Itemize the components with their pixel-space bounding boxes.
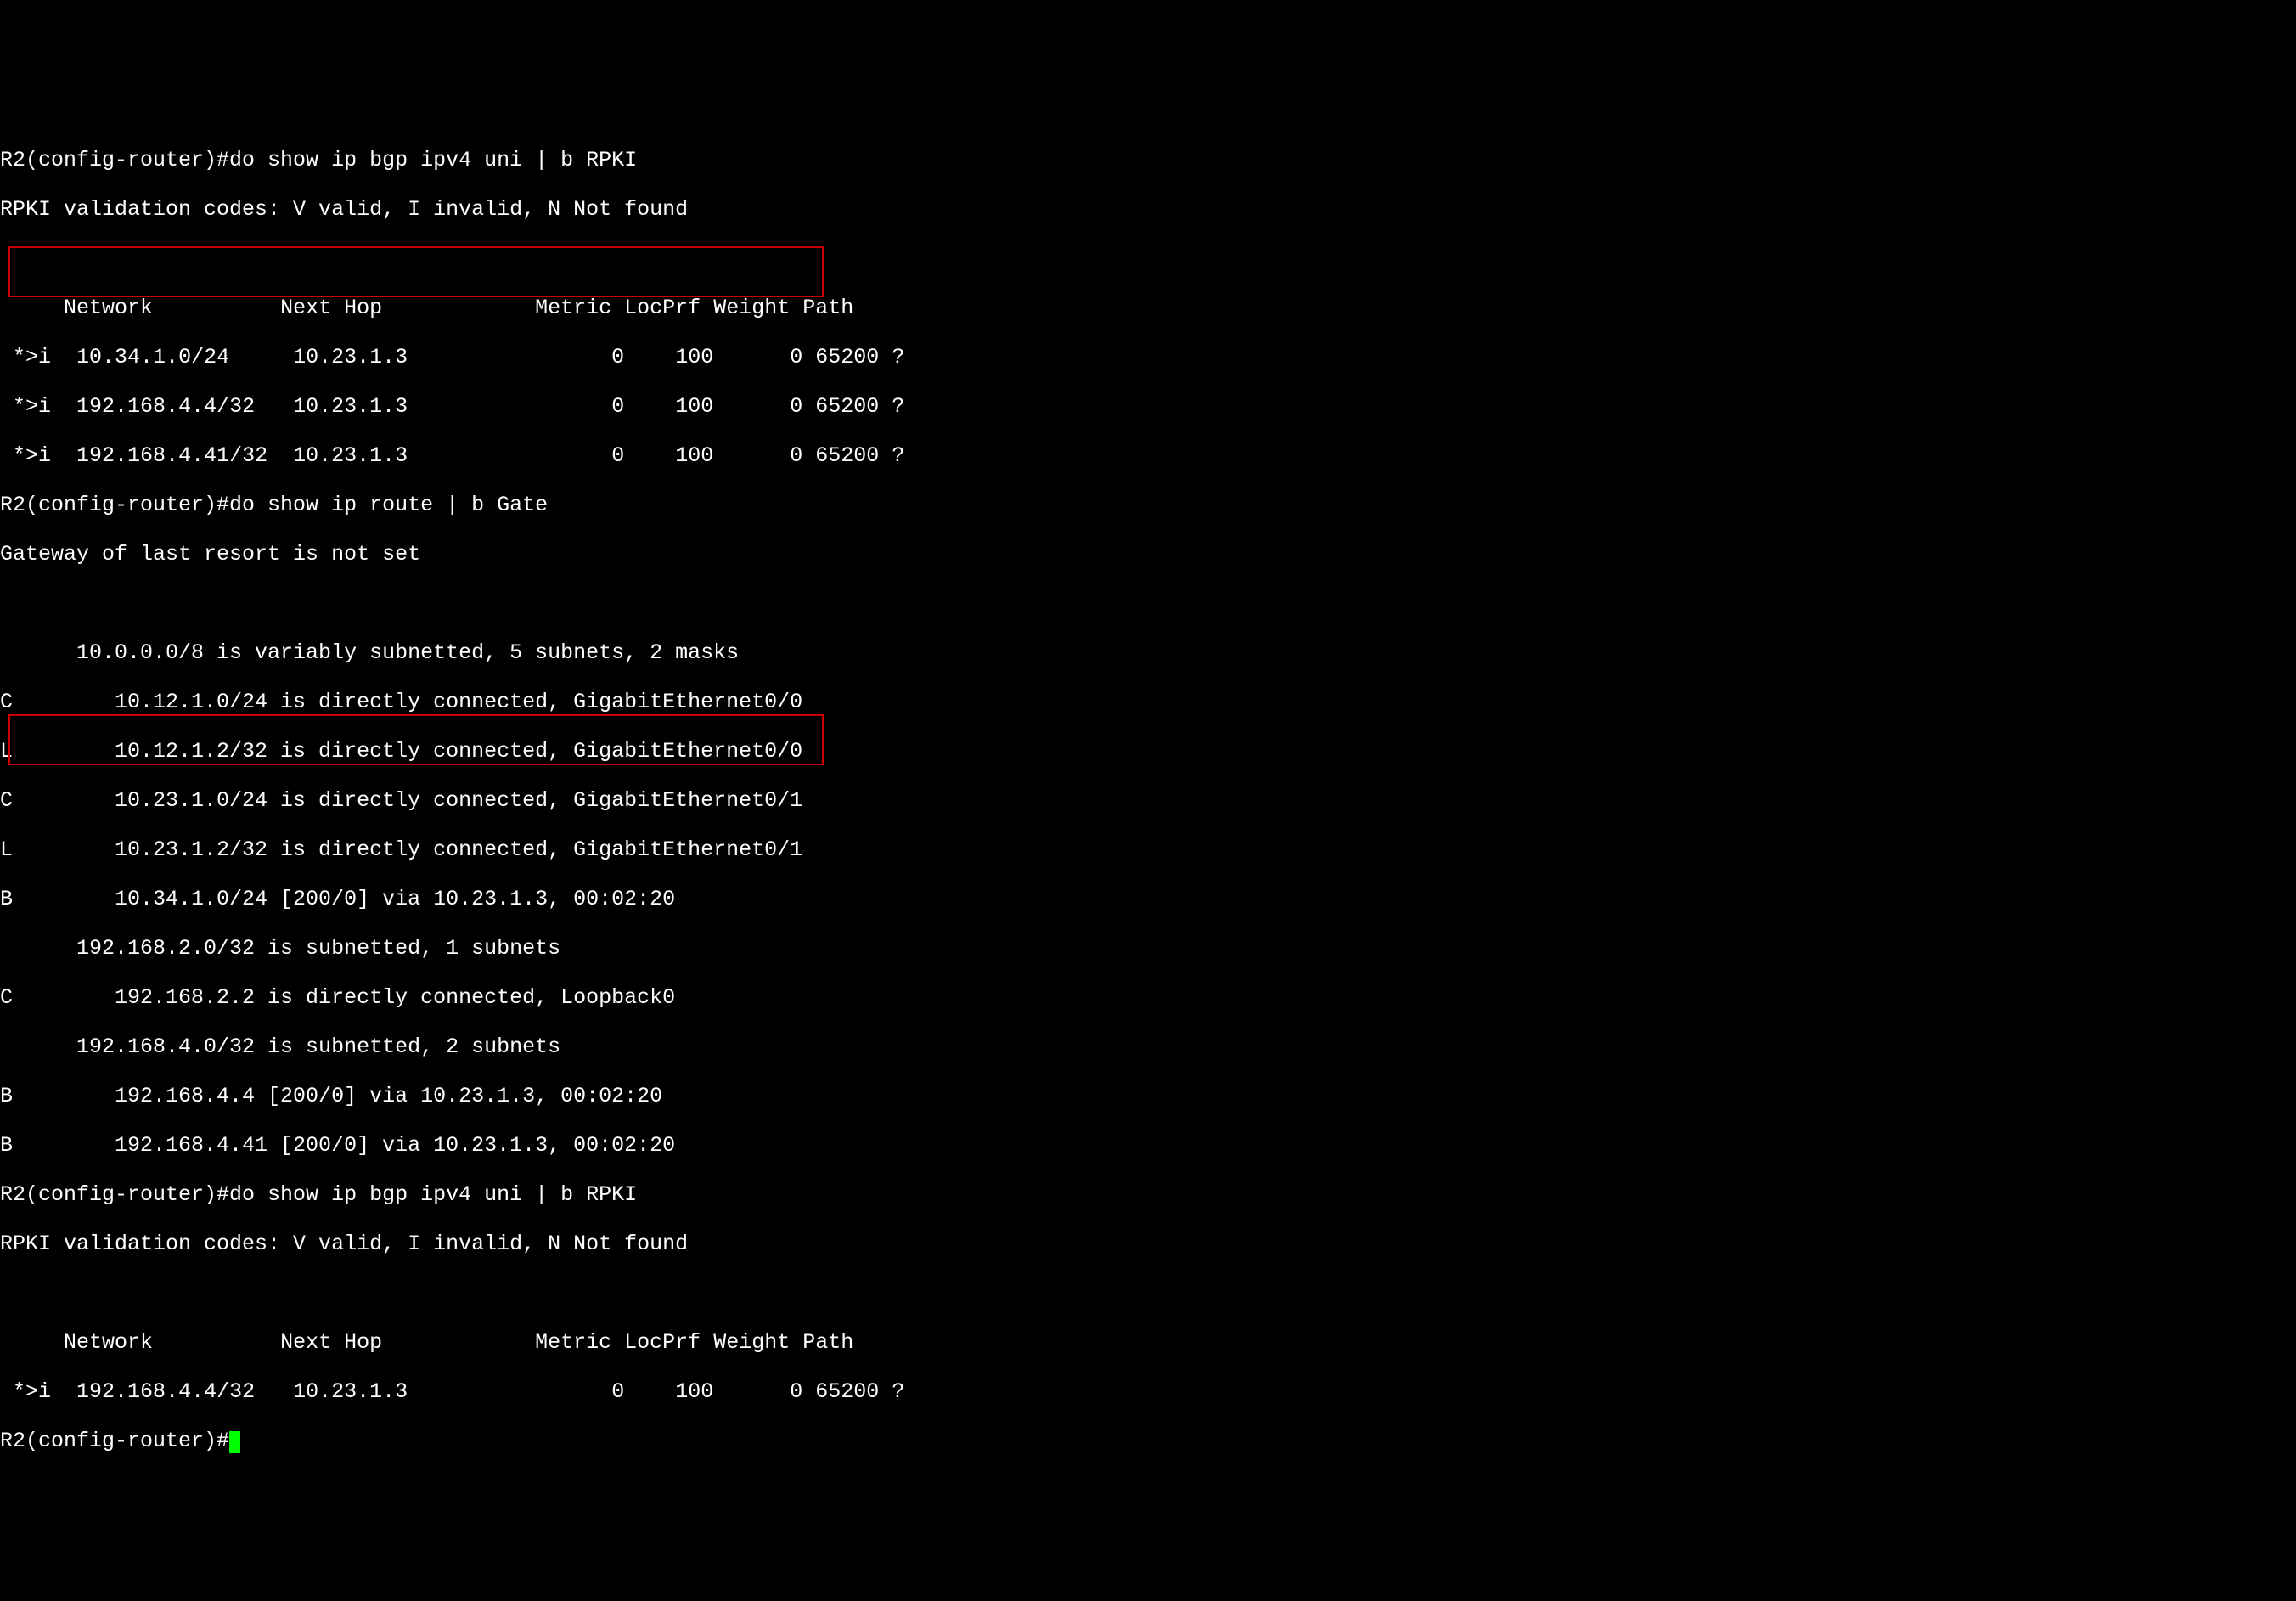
prompt: R2(config-router)# xyxy=(0,148,229,172)
route-line: L 10.12.1.2/32 is directly connected, Gi… xyxy=(0,739,2296,764)
bgp-row: *>i 192.168.4.4/32 10.23.1.3 0 100 0 652… xyxy=(0,394,2296,419)
blank-line xyxy=(0,591,2296,616)
route-line: 192.168.4.0/32 is subnetted, 2 subnets xyxy=(0,1034,2296,1059)
col-nexthop: Next Hop xyxy=(280,296,382,320)
gateway-line: Gateway of last resort is not set xyxy=(0,542,2296,567)
route-line: C 10.23.1.0/24 is directly connected, Gi… xyxy=(0,788,2296,813)
route-line: 10.0.0.0/8 is variably subnetted, 5 subn… xyxy=(0,640,2296,665)
bgp-row: *>i 192.168.4.41/32 10.23.1.3 0 100 0 65… xyxy=(0,443,2296,468)
col-path: Path xyxy=(802,1330,853,1355)
col-nexthop: Next Hop xyxy=(280,1330,382,1355)
col-network: Network xyxy=(64,1330,153,1355)
col-metric: Metric xyxy=(535,296,611,320)
command-text: do show ip route | b Gate xyxy=(229,493,548,517)
route-line: 192.168.2.0/32 is subnetted, 1 subnets xyxy=(0,936,2296,961)
route-line: B 192.168.4.4 [200/0] via 10.23.1.3, 00:… xyxy=(0,1084,2296,1108)
cmd-line-2: R2(config-router)#do show ip route | b G… xyxy=(0,493,2296,517)
terminal-output: R2(config-router)#do show ip bgp ipv4 un… xyxy=(0,123,2296,1478)
bgp-row: *>i 10.34.1.0/24 10.23.1.3 0 100 0 65200… xyxy=(0,345,2296,369)
bgp-row: *>i 192.168.4.4/32 10.23.1.3 0 100 0 652… xyxy=(0,1379,2296,1404)
rpki-codes: RPKI validation codes: V valid, I invali… xyxy=(0,197,2296,222)
prompt-line[interactable]: R2(config-router)# xyxy=(0,1429,2296,1453)
bgp-header: Network Next Hop Metric LocPrf Weight Pa… xyxy=(0,1330,2296,1355)
route-line: C 10.12.1.0/24 is directly connected, Gi… xyxy=(0,690,2296,714)
command-text: do show ip bgp ipv4 uni | b RPKI xyxy=(229,1182,637,1207)
command-text: do show ip bgp ipv4 uni | b RPKI xyxy=(229,148,637,172)
route-line: C 192.168.2.2 is directly connected, Loo… xyxy=(0,985,2296,1010)
col-network: Network xyxy=(64,296,153,320)
cmd-line-3: R2(config-router)#do show ip bgp ipv4 un… xyxy=(0,1182,2296,1207)
route-line: B 192.168.4.41 [200/0] via 10.23.1.3, 00… xyxy=(0,1133,2296,1158)
bgp-header: Network Next Hop Metric LocPrf Weight Pa… xyxy=(0,296,2296,320)
cmd-line-1: R2(config-router)#do show ip bgp ipv4 un… xyxy=(0,148,2296,172)
route-line: L 10.23.1.2/32 is directly connected, Gi… xyxy=(0,837,2296,862)
col-locprf: LocPrf xyxy=(624,1330,701,1355)
route-line: B 10.34.1.0/24 [200/0] via 10.23.1.3, 00… xyxy=(0,887,2296,911)
blank-line xyxy=(0,246,2296,271)
col-weight: Weight xyxy=(713,1330,790,1355)
col-weight: Weight xyxy=(713,296,790,320)
cursor-icon xyxy=(229,1431,240,1453)
rpki-codes: RPKI validation codes: V valid, I invali… xyxy=(0,1232,2296,1256)
blank-line xyxy=(0,1281,2296,1305)
prompt: R2(config-router)# xyxy=(0,493,229,517)
prompt: R2(config-router)# xyxy=(0,1429,229,1453)
col-locprf: LocPrf xyxy=(624,296,701,320)
col-path: Path xyxy=(802,296,853,320)
prompt: R2(config-router)# xyxy=(0,1182,229,1207)
col-metric: Metric xyxy=(535,1330,611,1355)
